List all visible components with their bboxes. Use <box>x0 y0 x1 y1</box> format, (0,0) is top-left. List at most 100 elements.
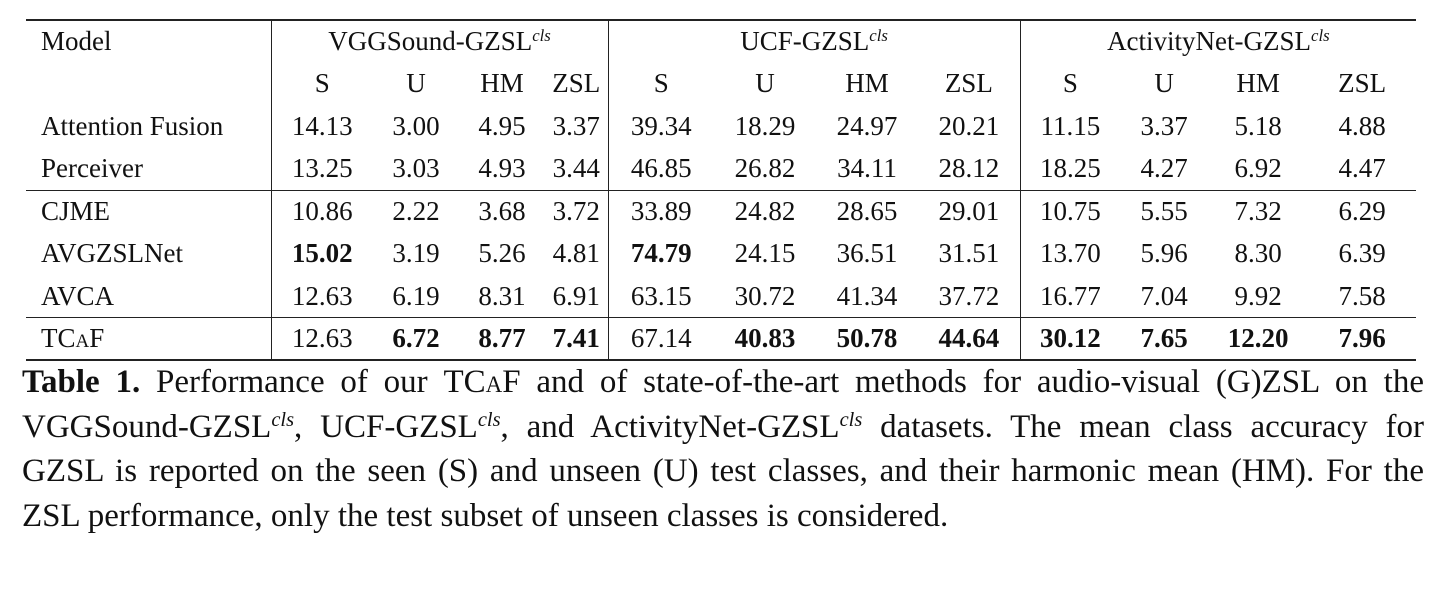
value-cell: 7.65 <box>1120 317 1209 361</box>
value-cell: 40.83 <box>714 317 817 361</box>
value-cell: 20.21 <box>918 105 1021 148</box>
table-row: AVCA 12.63 6.19 8.31 6.91 63.15 30.72 41.34 37.7… <box>26 275 1416 318</box>
value-cell: 18.25 <box>1039 153 1101 183</box>
metric-header-u: U <box>1154 68 1174 99</box>
value-cell: 18.29 <box>734 110 796 141</box>
metric-header-hm: HM <box>1236 68 1280 99</box>
model-name-cell: TCaF <box>26 317 272 361</box>
value-cell: 4.93 <box>478 153 526 183</box>
model-header-blank <box>26 62 272 105</box>
metric-header-s: S <box>314 68 330 99</box>
metric-header-s: S <box>653 68 669 99</box>
caption-text-3: , <box>294 408 321 445</box>
value-cell: 30.72 <box>734 280 796 311</box>
caption-text-1: Performance of our <box>156 364 444 400</box>
metric-header-zsl: ZSL <box>918 62 1021 105</box>
value-cell: 29.01 <box>918 189 1021 233</box>
value-cell: 28.65 <box>816 189 919 233</box>
value-cell: 46.85 <box>630 153 692 183</box>
value-cell: 8.77 <box>459 317 545 361</box>
value-cell: 3.03 <box>392 153 440 183</box>
value-cell: 8.31 <box>478 280 526 311</box>
value-cell: 63.15 <box>630 280 692 311</box>
value-cell: 6.29 <box>1308 189 1417 233</box>
caption-method-name: TCaF <box>443 364 521 400</box>
table-row: TCaF 12.63 6.72 8.77 7.41 67.14 40.83 50.78 44.6… <box>26 317 1417 361</box>
value-cell: 74.79 <box>630 238 692 269</box>
caption-sup-2: cls <box>477 408 501 431</box>
value-cell: 14.13 <box>291 110 353 141</box>
value-cell: 28.12 <box>918 147 1021 190</box>
value-cell: 3.37 <box>1140 110 1188 141</box>
value-cell: 10.75 <box>1020 189 1121 233</box>
model-name-cell: AVCA <box>26 275 272 318</box>
value-cell: 2.22 <box>373 189 459 233</box>
group-header-ucf: UCF-GZSLcls <box>608 19 1021 63</box>
value-cell: 4.88 <box>1338 110 1386 141</box>
value-cell: 3.37 <box>545 105 609 148</box>
value-cell: 26.82 <box>734 153 796 183</box>
value-cell: 7.04 <box>1140 280 1188 311</box>
value-cell: 4.27 <box>1140 153 1188 183</box>
value-cell: 5.55 <box>1120 189 1209 233</box>
value-cell: 67.14 <box>608 317 715 361</box>
value-cell: 33.89 <box>608 189 715 233</box>
model-name-cell: AVGZSLNet <box>26 232 272 275</box>
value-cell: 3.19 <box>392 238 440 269</box>
metric-header-s: S <box>1062 68 1078 99</box>
value-cell: 44.64 <box>918 317 1021 361</box>
caption-dataset-ucf: UCF-GZSL <box>320 408 478 445</box>
metric-header-zsl: ZSL <box>545 62 609 105</box>
value-cell: 6.72 <box>373 317 459 361</box>
value-cell: 3.00 <box>392 110 440 141</box>
value-cell: 7.96 <box>1308 317 1417 361</box>
value-cell: 39.34 <box>630 110 692 141</box>
value-cell: 12.20 <box>1208 317 1309 361</box>
caption-dataset-vggsound: VGGSound-GZSL <box>22 408 272 445</box>
model-name-cell: Perceiver <box>26 147 272 190</box>
value-cell: 4.81 <box>545 232 609 275</box>
value-cell: 50.78 <box>816 317 919 361</box>
value-cell: 6.92 <box>1234 153 1282 183</box>
metric-header-u: U <box>755 68 775 99</box>
caption-dataset-activitynet: ActivityNet-GZSL <box>590 408 840 445</box>
value-cell: 7.32 <box>1208 189 1309 233</box>
value-cell: 24.82 <box>714 189 817 233</box>
value-cell: 36.51 <box>836 238 898 269</box>
caption-text-5: datasets. The mean class accuracy for GZ… <box>22 408 1425 534</box>
value-cell: 4.95 <box>478 110 526 141</box>
value-cell: 8.30 <box>1234 238 1282 269</box>
value-cell: 5.18 <box>1234 110 1282 141</box>
table-caption: Table 1. Performance of our TCaF and of … <box>22 360 1424 538</box>
metric-header-row: S U HM ZSL S U HM ZSL S U HM ZSL <box>26 62 1416 105</box>
value-cell: 7.41 <box>545 317 609 361</box>
value-cell: 6.39 <box>1338 238 1386 269</box>
group-header-activitynet: ActivityNet-GZSLcls <box>1020 19 1417 63</box>
value-cell: 12.63 <box>291 280 353 311</box>
caption-text-4: , and <box>500 408 591 445</box>
metric-header-hm: HM <box>845 68 889 99</box>
value-cell: 13.70 <box>1039 238 1101 269</box>
value-cell: 34.11 <box>837 153 897 183</box>
model-name-cell: CJME <box>26 189 272 233</box>
value-cell: 41.34 <box>836 280 898 311</box>
group-header-row: Model VGGSound-GZSLcls UCF-GZSLcls Activ… <box>26 19 1417 63</box>
value-cell: 5.96 <box>1140 238 1188 269</box>
model-header: Model <box>26 19 272 63</box>
table-row: AVGZSLNet 15.02 3.19 5.26 4.81 74.79 24.15 36.5… <box>26 232 1416 275</box>
value-cell: 16.77 <box>1039 280 1101 311</box>
value-cell: 11.15 <box>1040 110 1101 141</box>
value-cell: 6.91 <box>545 275 609 318</box>
value-cell: 31.51 <box>918 232 1021 275</box>
value-cell: 3.68 <box>459 189 545 233</box>
table-row: Perceiver 13.25 3.03 4.93 3.44 46.85 26.82 34.1… <box>26 147 1416 190</box>
value-cell: 4.47 <box>1338 153 1386 183</box>
value-cell: 24.97 <box>836 110 898 141</box>
caption-label: Table 1. <box>22 364 141 400</box>
caption-sup-3: cls <box>839 408 863 431</box>
value-cell: 5.26 <box>478 238 526 269</box>
value-cell: 6.19 <box>392 280 440 311</box>
value-cell: 7.58 <box>1338 280 1386 311</box>
value-cell: 13.25 <box>291 153 353 183</box>
